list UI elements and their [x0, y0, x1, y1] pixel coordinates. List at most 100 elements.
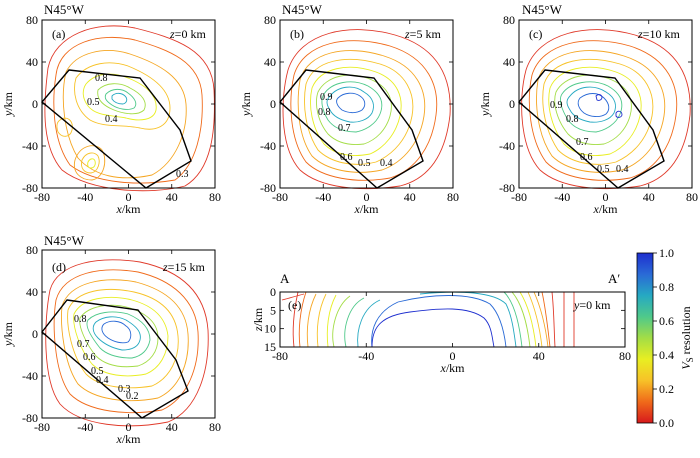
colorbar-label-rest: resolution: [679, 306, 693, 357]
panel-d-xtick-label: -80: [34, 420, 50, 434]
panel-b-ytick-label: -80: [260, 181, 276, 195]
panel-b-xlabel: x/km: [354, 202, 380, 216]
panel-e-contours: [281, 291, 575, 348]
panel-b-ylabel: y/km: [239, 91, 253, 117]
panel-c-depth-var: z: [637, 27, 643, 41]
panel-e-xlabel-var: x: [440, 361, 447, 375]
panel-d-clabel-4: 0.4: [96, 375, 109, 386]
colorbar-tick-label: 0.2: [659, 382, 674, 396]
panel-b-clabel-0: 0.9: [320, 92, 333, 103]
panel-d-contours: [45, 259, 209, 427]
panel-e-ylabel-var: z: [251, 326, 265, 332]
panel-a-ylabel-var: y: [1, 110, 15, 117]
panel-e-label: (e): [288, 298, 301, 312]
panel-a-ylabel-unit: /km: [1, 91, 15, 110]
panel-b-polygon: [279, 69, 424, 189]
panel-c-clabel-2: 0.7: [576, 137, 589, 148]
panel-a-xtick-label: -80: [34, 190, 50, 204]
colorbar-tick-label: 0.4: [659, 348, 674, 362]
panel-a-xlabel: x/km: [116, 202, 142, 216]
panel-b-clabel-1: 0.8: [318, 107, 331, 118]
panel-c-xlabel: x/km: [593, 202, 619, 216]
panel-d-depth-value: =15 km: [168, 260, 206, 274]
panel-d-ytick-label: -80: [22, 411, 38, 425]
panel-d-xlabel-var: x: [116, 432, 123, 446]
panel-a-depth: z=0 km: [169, 27, 206, 41]
panel-e-xtick-label: -80: [272, 349, 288, 363]
panel-b-depth-value: =5 km: [410, 27, 442, 41]
panel-c-ylabel-var: y: [478, 110, 492, 117]
panel-e-xtick-label: 40: [533, 349, 545, 363]
panel-e-xtick-label: 80: [619, 349, 631, 363]
panel-b-xlabel-unit: /km: [360, 202, 379, 216]
panel-c-depth-value: =10 km: [643, 27, 681, 41]
panel-a-ytick-label: -40: [22, 139, 38, 153]
colorbar-ticks: 0.0 0.2 0.4 0.6 0.8 1.0: [653, 246, 674, 430]
panel-e-ylabel-unit: /km: [251, 307, 265, 326]
panel-c-depth: z=10 km: [637, 27, 680, 41]
panel-b-clabel-2: 0.7: [338, 123, 351, 134]
panel-c-xlabel-var: x: [593, 202, 600, 216]
panel-c-ytick-label: 80: [503, 13, 515, 27]
panel-d-direction: N45°W: [44, 233, 85, 248]
panel-e-xtick-label: 0: [450, 349, 456, 363]
panel-e-ytick-label: 10: [264, 322, 276, 336]
panel-d-ytick-label: 0: [32, 327, 38, 341]
panel-a-ytick-label: 40: [26, 55, 38, 69]
panel-d-ytick-label: -40: [22, 369, 38, 383]
panel-b-xtick-label: -80: [272, 190, 288, 204]
panel-c-clabel-3: 0.6: [580, 152, 593, 163]
panel-a-ytick-label: 0: [32, 97, 38, 111]
panel-a-xlabel-unit: /km: [122, 202, 141, 216]
panel-b-depth-var: z: [404, 27, 410, 41]
panel-b-xlabel-var: x: [354, 202, 361, 216]
panel-c: N45°W (c) z=10 km 0.9 0.8 0.7 0.6 0.5 0.…: [518, 2, 693, 190]
panel-a-xtick-label: -40: [77, 190, 93, 204]
panel-b-depth: z=5 km: [404, 27, 441, 41]
colorbar-tick-label: 0.6: [659, 314, 674, 328]
panel-b-clabel-4: 0.5: [358, 158, 371, 169]
panel-d-polygon: [41, 299, 189, 419]
panel-a-direction: N45°W: [44, 2, 85, 17]
colorbar-bar: [636, 252, 654, 424]
panel-e-start: A: [280, 271, 290, 286]
panel-e-depth: y=0 km: [573, 298, 611, 312]
panel-e-xtick-label: -40: [358, 349, 374, 363]
panel-a-label: (a): [52, 27, 65, 41]
panel-d-ytick-label: 40: [26, 285, 38, 299]
panel-c-clabel-1: 0.8: [566, 114, 579, 125]
panel-d: N45°W (d) z=15 km 0.8 0.7 0.6 0.5 0.4 0.…: [41, 233, 216, 427]
panel-c-clabel-5: 0.4: [616, 164, 629, 175]
panel-e-end: A′: [608, 271, 620, 286]
panel-c-ytick-label: 40: [503, 55, 515, 69]
panel-b-direction: N45°W: [282, 2, 323, 17]
panel-d-xlabel: x/km: [116, 432, 142, 446]
panel-c-frame: [518, 19, 693, 189]
panel-b: N45°W (b) z=5 km 0.9 0.8 0.7 0.6 0.5 0.4: [279, 2, 454, 190]
panel-c-clabel-0: 0.9: [550, 100, 563, 111]
panel-c-xtick-label: 80: [686, 190, 698, 204]
panel-d-xtick-label: 80: [209, 420, 221, 434]
panel-c-ytick-label: 0: [509, 97, 515, 111]
panel-e: A A′ (e) y=0 km: [279, 271, 626, 348]
panel-c-xtick-label: 40: [643, 190, 655, 204]
panel-a-depth-value: =0 km: [175, 27, 207, 41]
panel-b-xtick-label: 80: [447, 190, 459, 204]
panel-e-depth-var: y: [573, 298, 580, 312]
panel-b-ytick-label: 0: [270, 97, 276, 111]
panel-b-ytick-label: 40: [264, 55, 276, 69]
panel-a-xlabel-var: x: [116, 202, 123, 216]
panel-d-clabel-6: 0.2: [126, 391, 139, 402]
panel-a-xtick-label: 40: [166, 190, 178, 204]
colorbar-label-sub: S: [685, 357, 695, 362]
panel-a-clabel-0: 0.8: [95, 73, 108, 84]
panel-d-depth: z=15 km: [162, 260, 205, 274]
panel-d-ylabel-unit: /km: [1, 321, 15, 340]
panel-d-clabel-0: 0.8: [74, 314, 87, 325]
